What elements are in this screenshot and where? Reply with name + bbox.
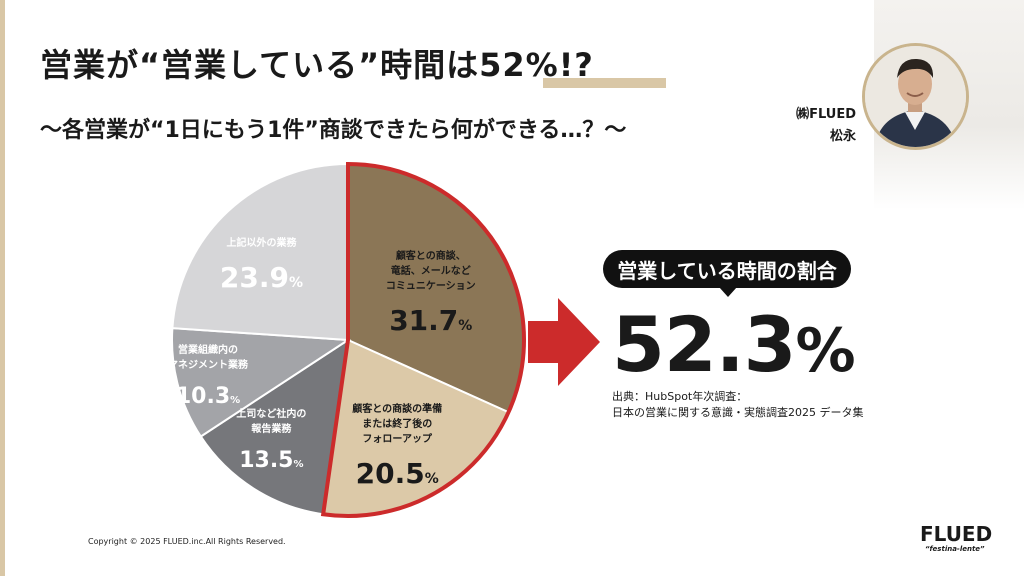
title-highlight: 52%!? — [479, 46, 594, 84]
pie-slice-label: フォローアップ — [362, 432, 433, 445]
pie-slice-value: 23.9% — [220, 261, 303, 294]
pie-highlight-outline — [320, 161, 526, 518]
presenter-company: ㈱FLUED — [796, 107, 856, 122]
pie-slice-value: 31.7% — [389, 304, 472, 337]
pie-slice — [171, 162, 349, 342]
pie-slice-label: 上記以外の業務 — [226, 236, 297, 249]
callout-badge-tail — [719, 287, 737, 297]
presenter-name: 松永 — [829, 129, 856, 144]
callout-unit: % — [795, 316, 856, 386]
person-photo-icon — [865, 46, 966, 147]
page-title: 営業が“営業している”時間は52%!? — [40, 40, 594, 86]
pie-slice — [199, 337, 350, 516]
pie-slice-value: 13.5% — [239, 448, 303, 473]
pie-slice-value: 20.5% — [356, 457, 439, 490]
avatar — [862, 43, 969, 150]
pie-slice-label: 竜話、メールなど — [391, 264, 471, 277]
pie-slice-label: マネジメント業務 — [168, 358, 249, 371]
pie-slice-label: または終了後の — [362, 417, 432, 430]
pie-slice-value: 10.3% — [176, 384, 240, 409]
pie-slice-label: 営業組織内の — [178, 343, 238, 356]
pie-slice-label: 顧客との商談、 — [396, 249, 466, 262]
title-highlight-underline — [543, 78, 666, 88]
pie-slice-label: コミュニケーション — [386, 280, 476, 292]
pie-slice-label: 顧客との商談の準備 — [352, 402, 442, 415]
brand-logo: FLUED — [920, 522, 993, 546]
source-line-1: 出典：HubSpot年次調査： — [612, 390, 748, 403]
source-citation: 出典：HubSpot年次調査： 日本の営業に関する意識・実態調査2025 データ… — [612, 389, 864, 421]
pie-slice-label: 報告業務 — [251, 422, 292, 435]
left-accent-bar — [0, 0, 5, 576]
title-main: 営業が“営業している”時間は — [40, 46, 480, 84]
callout-badge: 営業している時間の割合 — [603, 250, 851, 288]
callout-number: 52.3 — [612, 300, 797, 389]
source-line-2: 日本の営業に関する意識・実態調査2025 データ集 — [612, 406, 864, 419]
page-subtitle: 〜各営業が“1日にもう1件”商談できたら何ができる…？〜 — [40, 118, 627, 143]
brand-tagline: “festina-lente” — [925, 545, 985, 553]
pie-slice-label: 上司など社内の — [236, 407, 306, 420]
copyright-text: Copyright © 2025 FLUED.inc.All Rights Re… — [88, 537, 286, 546]
callout-value: 52.3% — [612, 300, 856, 389]
pie-slice — [171, 327, 352, 438]
